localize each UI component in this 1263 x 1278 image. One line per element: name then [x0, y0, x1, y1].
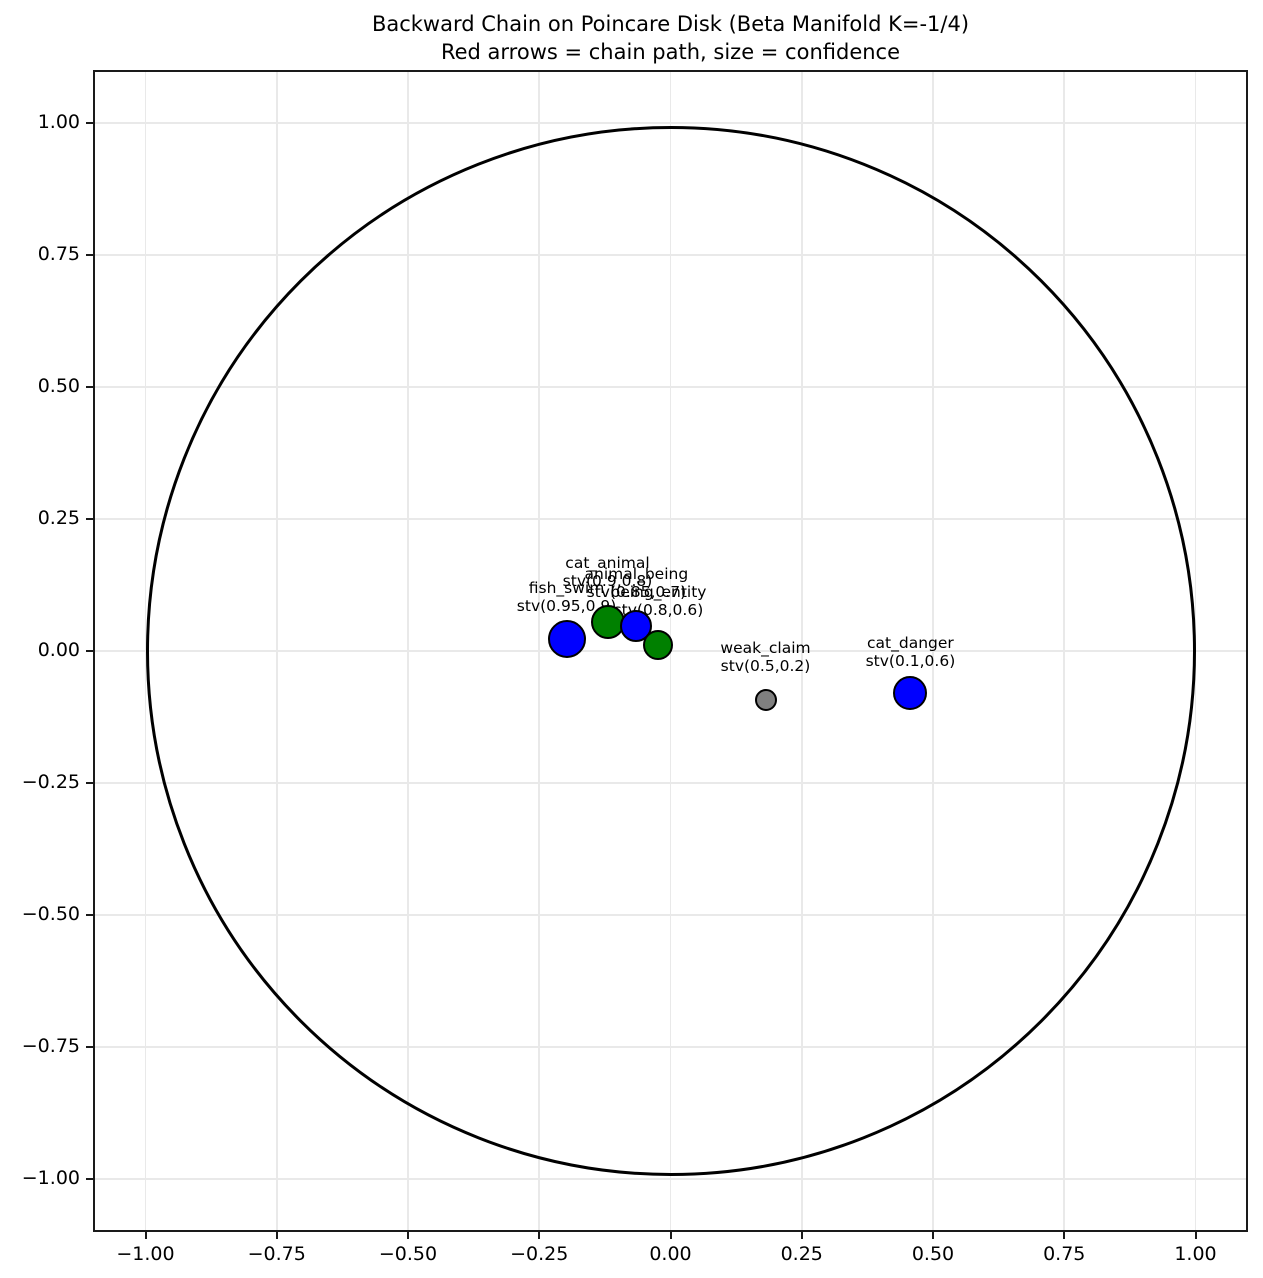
y-tick-label: −1.00	[21, 1167, 80, 1190]
x-tick-mark	[1194, 1232, 1197, 1239]
y-tick-mark	[86, 1046, 93, 1049]
poincare-disk-boundary	[145, 126, 1196, 1176]
x-tick-label: 0.50	[911, 1243, 955, 1265]
x-tick-mark	[144, 1232, 147, 1239]
figure-title-block: Backward Chain on Poincare Disk (Beta Ma…	[93, 10, 1248, 66]
x-tick-mark	[407, 1232, 409, 1239]
figure-subtitle: Red arrows = chain path, size = confiden…	[440, 40, 901, 64]
node-label-cat_animal: cat_animal stv(0.9,0.8)	[563, 554, 653, 590]
node-point-weak_claim	[754, 688, 777, 711]
node-stv: stv(0.5,0.2)	[720, 656, 811, 675]
y-tick-label: −0.75	[21, 1035, 80, 1058]
node-label-fish_swim: fish_swim stv(0.95,0.9)	[517, 579, 617, 615]
x-tick-label: −0.75	[247, 1243, 306, 1265]
x-tick-label: 0.00	[649, 1243, 692, 1265]
y-tick-mark	[86, 517, 93, 520]
x-tick-mark	[538, 1232, 541, 1239]
node-name: being_entity	[610, 582, 707, 601]
y-gridline	[93, 1178, 1248, 1180]
x-tick-label: 1.00	[1174, 1243, 1217, 1265]
figure-title: Backward Chain on Poincare Disk (Beta Ma…	[371, 12, 970, 36]
x-tick-mark	[932, 1232, 934, 1239]
y-tick-mark	[86, 385, 93, 388]
y-tick-label: 0.75	[37, 242, 80, 265]
node-stv: stv(0.85,0.7)	[586, 582, 687, 601]
y-gridline	[93, 122, 1248, 124]
node-label-weak_claim: weak_claim stv(0.5,0.2)	[720, 639, 810, 675]
x-tick-mark	[800, 1232, 803, 1239]
y-tick-mark	[86, 914, 93, 917]
y-tick-mark	[86, 121, 93, 124]
y-tick-label: 1.00	[37, 110, 80, 133]
node-label-animal_being: animal_being stv(0.85,0.7)	[585, 565, 689, 601]
x-tick-mark	[1063, 1232, 1066, 1239]
y-tick-label: 0.50	[37, 374, 80, 397]
x-tick-mark	[669, 1232, 672, 1239]
y-tick-label: 0.00	[37, 639, 80, 661]
x-tick-label: −0.50	[378, 1243, 438, 1265]
y-tick-label: 0.25	[37, 506, 80, 529]
node-label-cat_danger: cat_danger stv(0.1,0.6)	[866, 634, 956, 670]
y-tick-mark	[86, 782, 93, 785]
x-tick-label: −1.00	[116, 1243, 175, 1265]
y-tick-mark	[86, 650, 93, 652]
x-tick-label: −0.25	[510, 1243, 569, 1265]
y-tick-mark	[86, 253, 93, 256]
node-name: cat_animal	[565, 554, 650, 573]
node-point-cat_danger	[893, 675, 928, 710]
x-tick-mark	[275, 1232, 278, 1239]
y-tick-label: −0.25	[21, 771, 80, 794]
node-name: animal_being	[584, 564, 689, 583]
node-name: fish_swim	[528, 579, 605, 598]
node-stv: stv(0.9,0.8)	[562, 572, 653, 591]
node-point-fish_swim	[547, 620, 586, 659]
x-tick-label: 0.75	[1043, 1243, 1086, 1265]
node-name: cat_danger	[867, 633, 954, 652]
node-name: weak_claim	[720, 638, 811, 657]
y-tick-mark	[86, 1178, 93, 1181]
y-tick-label: −0.50	[21, 903, 80, 926]
node-point-being_entity	[643, 629, 674, 660]
plot-area: −1.00 −0.75 −0.50 −0.25 0.00 0.25 0.50 0.75 1.00…	[22, 70, 1248, 1265]
node-stv: stv(0.95,0.9)	[516, 597, 617, 616]
node-stv: stv(0.1,0.6)	[865, 651, 956, 670]
x-tick-label: 0.25	[780, 1243, 823, 1265]
